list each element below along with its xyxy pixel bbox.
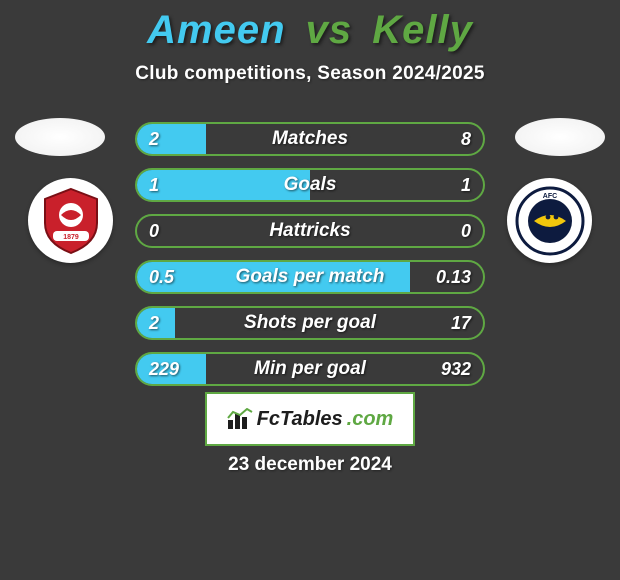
- comparison-title: Ameen vs Kelly: [0, 0, 620, 53]
- stat-value-left: 0: [149, 216, 159, 246]
- stat-fill-left: [137, 354, 206, 384]
- stat-row: 217Shots per goal: [135, 306, 485, 340]
- crest-right-icon: AFC: [514, 185, 586, 257]
- svg-text:AFC: AFC: [542, 193, 556, 200]
- subtitle: Club competitions, Season 2024/2025: [0, 63, 620, 85]
- stat-row: 11Goals: [135, 168, 485, 202]
- stat-row: 0 0Hattricks: [135, 214, 485, 248]
- brand-bars-icon: [227, 408, 253, 430]
- stat-label: Hattricks: [137, 216, 483, 246]
- brand-box: FcTables.com: [205, 392, 415, 446]
- stat-value-right: 8: [461, 124, 471, 154]
- stat-row: 0.50.13Goals per match: [135, 260, 485, 294]
- stat-value-right: 0.13: [436, 262, 471, 292]
- player1-photo-placeholder: [15, 118, 105, 156]
- stat-label: Shots per goal: [137, 308, 483, 338]
- stat-value-right: 932: [441, 354, 471, 384]
- stat-row: 28Matches: [135, 122, 485, 156]
- stat-value-right: 0: [461, 216, 471, 246]
- player2-name: Kelly: [372, 8, 473, 52]
- stat-value-right: 1: [461, 170, 471, 200]
- club-crest-left: 1879: [28, 178, 113, 263]
- stat-value-right: 17: [451, 308, 471, 338]
- stat-row: 229932Min per goal: [135, 352, 485, 386]
- stat-bars: 28Matches 11Goals 0 0Hattricks 0.50.13Goals …: [135, 122, 485, 398]
- vs-text: vs: [306, 8, 353, 52]
- player2-photo-placeholder: [515, 118, 605, 156]
- player1-name: Ameen: [147, 8, 285, 52]
- stat-fill-left: [137, 262, 410, 292]
- club-crest-right: AFC: [507, 178, 592, 263]
- stat-fill-left: [137, 308, 175, 338]
- svg-text:1879: 1879: [63, 234, 79, 241]
- date-stamp: 23 december 2024: [0, 454, 620, 476]
- brand-name: FcTables: [257, 408, 343, 431]
- brand-tld: .com: [347, 408, 394, 431]
- crest-left-icon: 1879: [35, 185, 107, 257]
- stat-fill-left: [137, 170, 310, 200]
- stat-fill-left: [137, 124, 206, 154]
